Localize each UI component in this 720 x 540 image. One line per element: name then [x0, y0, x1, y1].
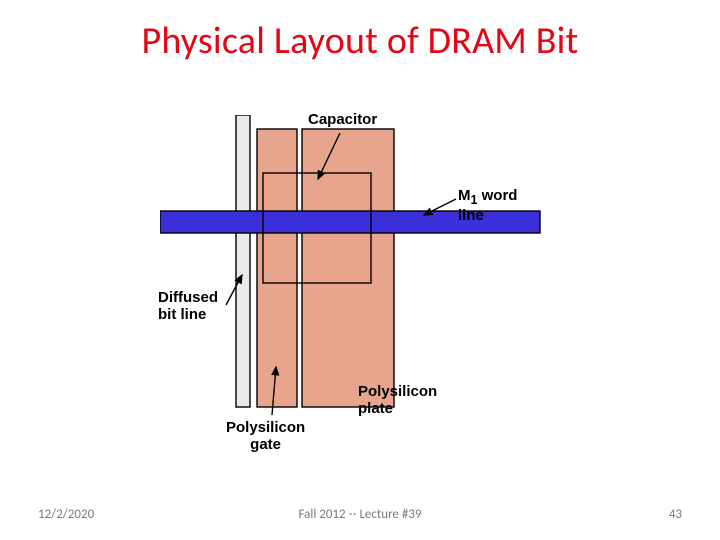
label-wordline: M1 word line: [458, 187, 517, 224]
label-bitline-l2: bit line: [158, 306, 206, 323]
label-bitline: Diffused bit line: [158, 289, 218, 323]
slide: Physical Layout of DRAM Bit: [0, 0, 720, 540]
label-wordline-m: M: [458, 187, 471, 204]
label-plate: Polysilicon plate: [358, 383, 437, 417]
polysilicon-plate: [302, 129, 394, 407]
label-gate: Polysilicon gate: [226, 419, 305, 453]
label-bitline-l1: Diffused: [158, 289, 218, 306]
footer-page-number: 43: [669, 507, 682, 522]
label-plate-l1: Polysilicon: [358, 383, 437, 400]
label-plate-l2: plate: [358, 400, 393, 417]
label-wordline-line: line: [458, 207, 484, 224]
label-wordline-word: word: [477, 187, 517, 204]
footer-center: Fall 2012 -- Lecture #39: [0, 507, 720, 522]
slide-title: Physical Layout of DRAM Bit: [0, 18, 720, 64]
label-capacitor: Capacitor: [308, 111, 377, 128]
dram-layout-diagram: Capacitor M1 word line Diffused bit line…: [160, 115, 560, 435]
label-gate-l2: gate: [250, 436, 281, 453]
label-gate-l1: Polysilicon: [226, 419, 305, 436]
diffused-bit-line: [236, 115, 250, 407]
